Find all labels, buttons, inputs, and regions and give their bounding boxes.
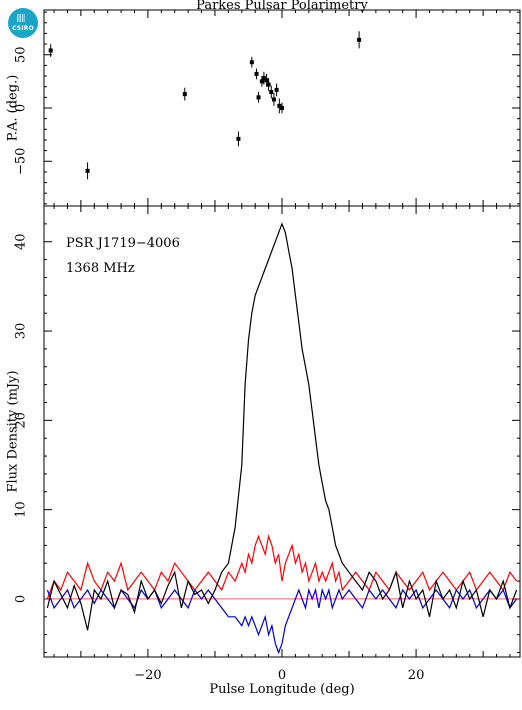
pa-point <box>269 90 274 95</box>
pa-point <box>85 168 90 173</box>
pa-point <box>261 76 266 81</box>
y-tick-label: 0 <box>14 104 29 112</box>
y-tick-label: 20 <box>14 412 29 429</box>
y-tick-label: 40 <box>14 233 29 250</box>
y-tick-label: 10 <box>14 501 29 518</box>
pa-point <box>280 106 284 110</box>
y-tick-label: −50 <box>14 148 29 175</box>
x-tick-label: 0 <box>278 668 286 683</box>
pa-point <box>357 37 362 42</box>
pa-point <box>249 60 254 65</box>
pa-point <box>48 48 53 53</box>
y-tick-label: 30 <box>14 323 29 340</box>
pa-point <box>182 92 187 97</box>
y-tick-label: 50 <box>14 46 29 63</box>
csiro-logo-text: CSIRO <box>12 25 34 32</box>
x-axis-label: Pulse Longitude (deg) <box>209 682 354 697</box>
series-line-i <box>46 222 518 631</box>
pa-point <box>256 95 261 100</box>
pa-point <box>236 136 241 141</box>
y-tick-label: 0 <box>14 595 29 603</box>
csiro-logo-mark-icon: ||||| <box>16 13 26 22</box>
series-line-l <box>46 534 518 600</box>
psr-name-annotation: PSR J1719−4006 <box>66 236 180 251</box>
series-line-v <box>46 587 518 655</box>
frequency-annotation: 1368 MHz <box>66 261 135 276</box>
pa-point <box>266 82 271 87</box>
pa-point <box>264 78 269 83</box>
pa-point <box>274 87 279 92</box>
chart-title: Parkes Pulsar Polarimetry <box>196 0 368 13</box>
pa-point <box>271 97 276 102</box>
y-axis-label: P.A. (deg.) <box>6 75 21 142</box>
csiro-logo: ||||| CSIRO <box>8 8 38 38</box>
x-tick-label: 20 <box>408 668 425 683</box>
pa-point <box>254 71 259 76</box>
x-tick-label: −20 <box>134 668 161 683</box>
pa-point <box>259 79 264 84</box>
pa-point <box>277 103 282 108</box>
pa-panel: −50 0 50 P.A. (deg.) Parkes Pulsar Polarimet… <box>6 0 521 207</box>
y-axis-label: Flux Density (mJy) <box>6 370 21 492</box>
